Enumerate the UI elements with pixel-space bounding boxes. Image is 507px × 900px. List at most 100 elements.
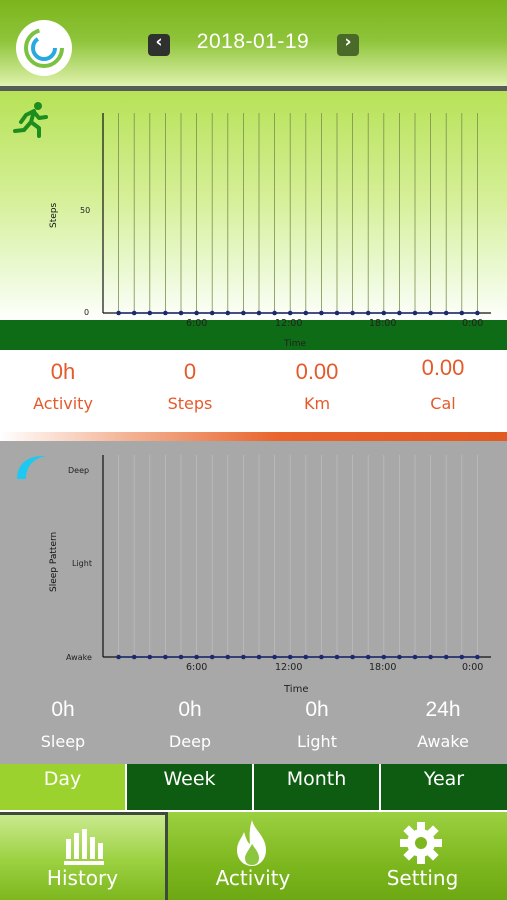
activity-x-tick: 0:00 xyxy=(462,318,484,329)
data-point xyxy=(209,654,215,660)
nav-setting-label: Setting xyxy=(386,866,459,890)
data-point xyxy=(147,654,153,660)
data-point xyxy=(116,654,121,660)
sleep-x-tick: 0:00 xyxy=(462,662,484,673)
data-point xyxy=(443,654,449,660)
data-point xyxy=(303,310,309,316)
data-point xyxy=(256,654,262,660)
data-point xyxy=(163,310,168,316)
data-point xyxy=(178,654,184,660)
activity-hours-value: 0h xyxy=(50,359,76,384)
data-point xyxy=(397,654,402,660)
data-point xyxy=(381,654,387,660)
app-logo-icon[interactable] xyxy=(16,20,72,76)
nav-history[interactable]: History xyxy=(0,812,168,900)
light-hours-value: 0h xyxy=(305,698,329,721)
data-point xyxy=(241,654,246,660)
activity-y-tick-50: 50 xyxy=(80,206,91,215)
tab-month[interactable]: Month xyxy=(254,764,379,810)
current-date: 2018-01-19 xyxy=(196,30,310,53)
activity-chart-panel xyxy=(0,91,507,322)
sleep-hours-label: Sleep xyxy=(40,732,86,751)
chevron-left-icon: ‹ xyxy=(155,32,163,52)
sleep-y-tick-deep: Deep xyxy=(68,466,90,475)
sleep-x-tick: 18:00 xyxy=(369,662,397,673)
data-point xyxy=(334,654,340,660)
header-divider xyxy=(0,86,507,91)
nav-setting[interactable]: Setting xyxy=(338,812,507,900)
data-point xyxy=(194,310,199,316)
nav-activity[interactable]: Activity xyxy=(168,812,338,900)
deep-hours-value: 0h xyxy=(178,698,202,721)
steps-value: 0 xyxy=(183,359,197,384)
steps-label: Steps xyxy=(167,394,213,413)
data-point xyxy=(428,654,433,660)
awake-hours-label: Awake xyxy=(417,732,469,751)
data-point xyxy=(209,310,215,316)
data-point xyxy=(365,310,371,316)
activity-y-axis-label: Steps xyxy=(49,202,59,228)
tab-year[interactable]: Year xyxy=(381,764,507,810)
flame-icon xyxy=(237,820,266,866)
activity-chart-band xyxy=(0,320,507,350)
period-tabs: Day Week Month Year xyxy=(0,764,507,812)
data-point xyxy=(225,654,231,660)
nav-activity-label: Activity xyxy=(215,866,291,890)
km-value: 0.00 xyxy=(295,359,339,384)
data-point xyxy=(272,654,277,660)
data-point xyxy=(116,310,121,316)
data-point xyxy=(334,310,340,316)
sleep-panel xyxy=(0,441,507,765)
data-point xyxy=(412,310,418,316)
awake-hours-value: 24h xyxy=(425,698,461,721)
activity-stats xyxy=(0,350,507,432)
data-point xyxy=(272,310,277,316)
data-point xyxy=(147,310,153,316)
sleep-x-axis-label: Time xyxy=(284,684,309,695)
data-point xyxy=(256,310,262,316)
activity-y-tick-0: 0 xyxy=(84,308,90,317)
prev-date-button[interactable]: ‹ xyxy=(148,32,170,56)
data-point xyxy=(131,654,137,660)
data-point xyxy=(303,654,309,660)
activity-x-axis-label: Time xyxy=(284,339,307,349)
data-point xyxy=(350,654,355,660)
gear-icon xyxy=(400,822,442,864)
running-person-icon xyxy=(12,100,50,142)
data-point xyxy=(131,310,137,316)
data-point xyxy=(241,310,246,316)
data-point xyxy=(381,310,387,316)
km-label: Km xyxy=(303,394,331,413)
nav-history-label: History xyxy=(46,866,119,890)
data-point xyxy=(225,310,231,316)
data-point xyxy=(443,310,449,316)
sleep-x-tick: 6:00 xyxy=(186,662,208,673)
light-hours-label: Light xyxy=(297,732,337,751)
sleep-x-tick: 12:00 xyxy=(275,662,303,673)
data-point xyxy=(475,654,480,660)
data-point xyxy=(412,654,418,660)
sleep-hours-value: 0h xyxy=(51,698,75,721)
data-point xyxy=(319,310,324,316)
activity-chart xyxy=(102,113,491,316)
sleep-y-tick-light: Light xyxy=(72,559,92,568)
chevron-right-icon: › xyxy=(344,32,352,52)
moon-icon xyxy=(14,452,48,486)
cal-value: 0.00 xyxy=(421,355,465,380)
deep-hours-label: Deep xyxy=(168,732,212,751)
data-point xyxy=(459,310,465,316)
data-point xyxy=(287,654,293,660)
next-date-button[interactable]: › xyxy=(337,32,359,56)
data-point xyxy=(319,654,324,660)
tab-day[interactable]: Day xyxy=(0,764,125,810)
sleep-chart xyxy=(102,455,491,660)
data-point xyxy=(163,654,168,660)
data-point xyxy=(459,654,465,660)
sleep-y-tick-awake: Awake xyxy=(66,653,92,662)
sleep-y-axis-label: Sleep Pattern xyxy=(49,531,59,592)
tab-week[interactable]: Week xyxy=(127,764,252,810)
activity-x-tick: 12:00 xyxy=(275,318,303,329)
activity-hours-label: Activity xyxy=(33,394,93,413)
data-point xyxy=(428,310,433,316)
data-point xyxy=(350,310,355,316)
